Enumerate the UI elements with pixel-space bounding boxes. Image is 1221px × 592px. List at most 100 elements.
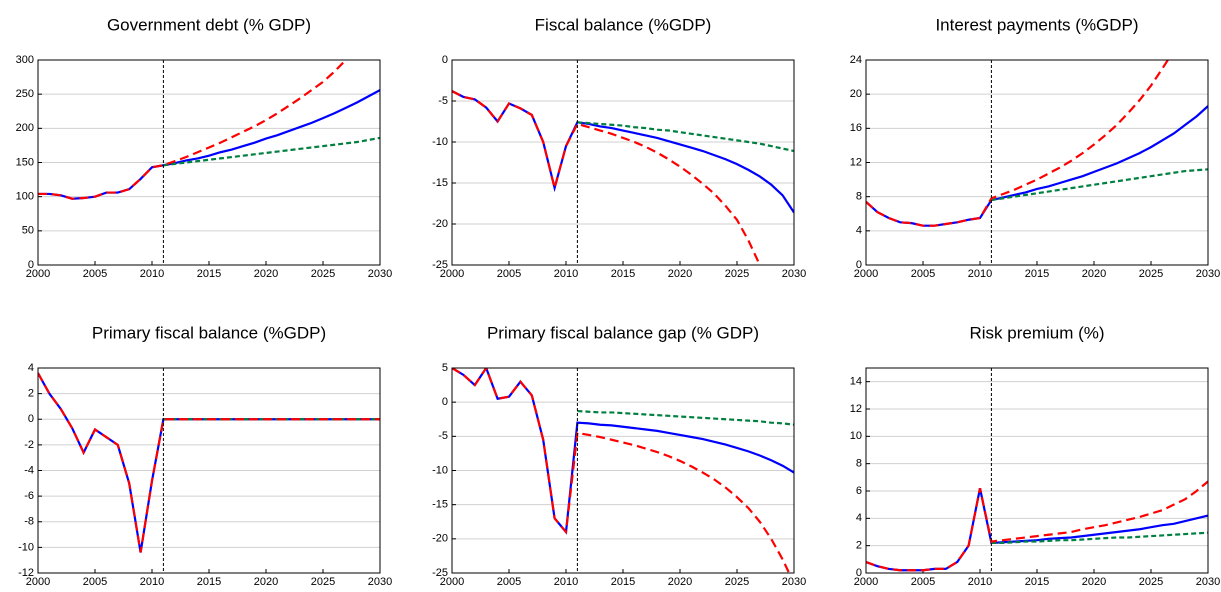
x-tick-label: 2020 bbox=[254, 576, 278, 588]
x-tick-label: 2015 bbox=[1025, 268, 1049, 280]
y-tick-label: 12 bbox=[850, 403, 862, 415]
x-tick-label: 2000 bbox=[26, 576, 50, 588]
y-tick-label: 0 bbox=[28, 413, 34, 425]
y-tick-label: 300 bbox=[16, 54, 34, 66]
x-tick-label: 2015 bbox=[611, 576, 635, 588]
y-tick-label: 6 bbox=[856, 485, 862, 497]
chart-title: Primary fiscal balance (%GDP) bbox=[92, 323, 326, 342]
panel: Interest payments (%GDP) 0 4 8 12 16 20 24 2000 2… bbox=[850, 15, 1220, 280]
series-line bbox=[452, 368, 794, 535]
y-tick-label: -12 bbox=[18, 567, 34, 579]
x-tick-label: 2025 bbox=[1139, 268, 1163, 280]
plot-frame bbox=[451, 367, 795, 574]
plot-frame bbox=[37, 367, 381, 574]
series-group bbox=[452, 368, 794, 573]
x-tick-label: 2005 bbox=[497, 268, 521, 280]
x-tick-label: 2005 bbox=[83, 268, 107, 280]
y-tick-label: -10 bbox=[432, 464, 448, 476]
series-line bbox=[866, 60, 1170, 227]
y-tick-label: 200 bbox=[16, 122, 34, 134]
y-tick-label: 4 bbox=[856, 512, 862, 524]
series-line bbox=[991, 531, 1208, 545]
y-tick-label: 14 bbox=[850, 376, 862, 388]
plot-frame bbox=[37, 59, 381, 266]
x-tick-label: 2005 bbox=[911, 576, 935, 588]
panel: Fiscal balance (%GDP) -25 -20 -15 -10 -5 0 2000… bbox=[432, 15, 806, 280]
x-tick-label: 2030 bbox=[368, 576, 392, 588]
x-tick-label: 2025 bbox=[725, 576, 749, 588]
y-tick-label: 0 bbox=[856, 259, 862, 271]
x-tick-label: 2000 bbox=[854, 576, 878, 588]
x-tick-label: 2020 bbox=[668, 576, 692, 588]
x-tick-label: 2020 bbox=[668, 268, 692, 280]
x-tick-label: 2010 bbox=[140, 268, 164, 280]
y-tick-label: -10 bbox=[18, 541, 34, 553]
y-tick-label: -20 bbox=[432, 533, 448, 545]
y-tick-label: 8 bbox=[856, 458, 862, 470]
series-line bbox=[866, 480, 1208, 572]
y-tick-label: 0 bbox=[856, 567, 862, 579]
y-tick-label: -20 bbox=[432, 218, 448, 230]
x-tick-label: 2025 bbox=[311, 268, 335, 280]
y-tick-label: -25 bbox=[432, 567, 448, 579]
series-group bbox=[866, 60, 1208, 227]
x-tick-label: 2030 bbox=[1196, 268, 1220, 280]
x-tick-label: 2000 bbox=[26, 268, 50, 280]
y-tick-label: 4 bbox=[856, 225, 862, 237]
chart-title: Interest payments (%GDP) bbox=[935, 15, 1138, 34]
x-tick-label: 2000 bbox=[440, 268, 464, 280]
y-tick-label: 0 bbox=[442, 54, 448, 66]
y-tick-label: 12 bbox=[850, 156, 862, 168]
series-line bbox=[866, 488, 1208, 572]
x-tick-label: 2020 bbox=[254, 268, 278, 280]
series-line bbox=[38, 372, 380, 553]
y-tick-label: -5 bbox=[438, 430, 448, 442]
x-tick-label: 2000 bbox=[854, 268, 878, 280]
x-tick-label: 2020 bbox=[1082, 576, 1106, 588]
chart-title: Risk premium (%) bbox=[969, 323, 1104, 342]
series-group bbox=[38, 372, 380, 553]
x-tick-label: 2025 bbox=[1139, 576, 1163, 588]
y-tick-label: 16 bbox=[850, 122, 862, 134]
y-tick-label: -4 bbox=[24, 464, 34, 476]
series-line bbox=[38, 89, 380, 200]
y-tick-label: 0 bbox=[442, 396, 448, 408]
y-tick-label: -10 bbox=[432, 136, 448, 148]
y-tick-label: 5 bbox=[442, 362, 448, 374]
series-line bbox=[38, 372, 380, 553]
series-line bbox=[38, 60, 348, 200]
panel: Risk premium (%) 0 2 4 6 8 10 12 14 2000 2005 2010 2… bbox=[850, 323, 1220, 587]
x-tick-label: 2005 bbox=[497, 576, 521, 588]
y-tick-label: 20 bbox=[850, 88, 862, 100]
x-tick-label: 2030 bbox=[782, 576, 806, 588]
x-tick-label: 2015 bbox=[1025, 576, 1049, 588]
x-tick-label: 2015 bbox=[197, 576, 221, 588]
y-tick-label: -15 bbox=[432, 499, 448, 511]
series-line bbox=[866, 105, 1208, 227]
y-tick-label: -5 bbox=[438, 95, 448, 107]
y-tick-label: 150 bbox=[16, 156, 34, 168]
chart-title: Government debt (% GDP) bbox=[107, 15, 311, 34]
x-tick-label: 2015 bbox=[197, 268, 221, 280]
y-tick-label: -2 bbox=[24, 439, 34, 451]
y-tick-label: -8 bbox=[24, 516, 34, 528]
x-tick-label: 2015 bbox=[611, 268, 635, 280]
chart-title: Primary fiscal balance gap (% GDP) bbox=[487, 323, 759, 342]
plot-frame bbox=[865, 367, 1209, 574]
y-tick-label: 250 bbox=[16, 88, 34, 100]
x-tick-label: 2030 bbox=[1196, 576, 1220, 588]
series-line bbox=[163, 136, 380, 167]
y-tick-label: -6 bbox=[24, 490, 34, 502]
x-tick-label: 2025 bbox=[725, 268, 749, 280]
series-line bbox=[577, 121, 794, 153]
series-line bbox=[577, 409, 794, 426]
series-line bbox=[452, 90, 794, 214]
x-tick-label: 2025 bbox=[311, 576, 335, 588]
x-tick-label: 2030 bbox=[782, 268, 806, 280]
series-line bbox=[452, 368, 791, 573]
panel: Government debt (% GDP) 0 50 100 150 200 250 30… bbox=[16, 15, 393, 279]
panel: Primary fiscal balance (%GDP) -12 -10 -8 -6 -… bbox=[18, 323, 392, 587]
y-tick-label: 2 bbox=[856, 540, 862, 552]
y-tick-label: 50 bbox=[22, 225, 34, 237]
